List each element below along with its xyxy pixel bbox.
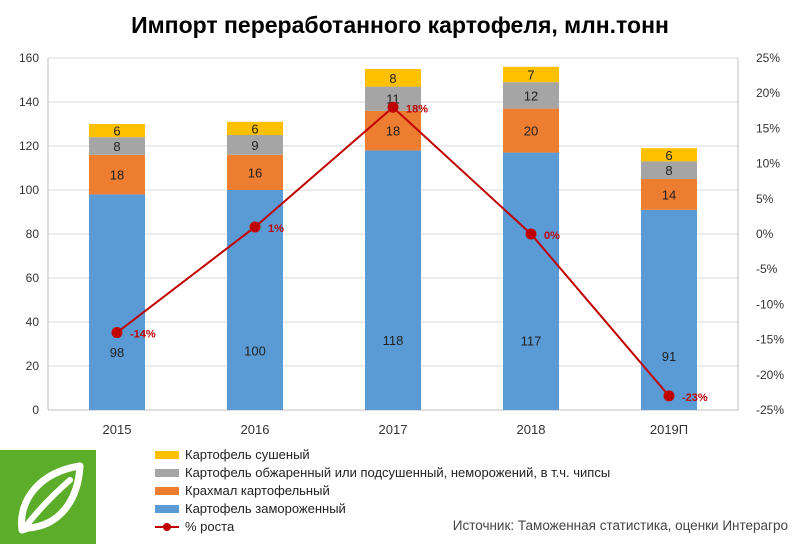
legend-item-chips: Картофель обжаренный или подсушенный, не… bbox=[155, 464, 610, 482]
leaf-icon bbox=[0, 450, 96, 544]
legend-label-growth: % роста bbox=[185, 519, 235, 534]
y2-tick-label: 5% bbox=[756, 192, 774, 206]
bar-dried bbox=[89, 124, 145, 138]
bar-value-label: 7 bbox=[527, 68, 534, 83]
bar-value-label: 8 bbox=[665, 163, 672, 178]
y2-tick-label: 15% bbox=[756, 121, 780, 135]
bar-starch bbox=[641, 179, 697, 210]
x-tick-label: 2016 bbox=[241, 422, 270, 437]
y-tick-label: 0 bbox=[32, 403, 39, 417]
bar-dried bbox=[365, 69, 421, 87]
bar-chips bbox=[89, 137, 145, 155]
bar-frozen bbox=[365, 150, 421, 410]
legend-label-chips: Картофель обжаренный или подсушенный, не… bbox=[185, 465, 611, 480]
growth-label: 18% bbox=[406, 103, 428, 115]
bar-value-label: 6 bbox=[113, 124, 120, 139]
bar-value-label: 118 bbox=[383, 333, 404, 348]
bar-value-label: 91 bbox=[662, 349, 676, 364]
growth-point bbox=[525, 228, 537, 240]
legend-swatch-chips bbox=[155, 469, 179, 477]
bar-value-label: 8 bbox=[113, 139, 120, 154]
bar-value-label: 6 bbox=[251, 121, 258, 136]
bar-chips bbox=[227, 135, 283, 155]
legend-swatch-dried bbox=[155, 451, 179, 459]
bar-value-label: 12 bbox=[524, 88, 538, 103]
y-tick-label: 140 bbox=[19, 95, 39, 109]
bar-value-label: 6 bbox=[665, 148, 672, 163]
x-tick-label: 2019П bbox=[650, 422, 688, 437]
bar-value-label: 8 bbox=[389, 71, 396, 86]
bar-value-label: 117 bbox=[521, 334, 542, 349]
bar-chips bbox=[641, 161, 697, 179]
bar-value-label: 16 bbox=[248, 165, 262, 180]
y2-tick-label: 10% bbox=[756, 157, 780, 171]
x-tick-label: 2015 bbox=[103, 422, 132, 437]
growth-point bbox=[663, 390, 675, 402]
bar-value-label: 14 bbox=[662, 187, 676, 202]
bar-starch bbox=[227, 154, 283, 190]
legend-item-growth: % роста bbox=[155, 518, 610, 536]
y-tick-label: 20 bbox=[26, 359, 40, 373]
legend-item-frozen: Картофель замороженный bbox=[155, 500, 610, 518]
bar-value-label: 9 bbox=[251, 138, 258, 153]
bar-starch bbox=[365, 110, 421, 151]
x-tick-label: 2017 bbox=[379, 422, 408, 437]
bar-frozen bbox=[641, 209, 697, 410]
chart-area: 0 20 40 60 80 100 120 140 160 -25% -20% -15% -10% -5%… bbox=[19, 51, 784, 437]
growth-point bbox=[249, 221, 261, 233]
bar-frozen bbox=[503, 152, 559, 410]
growth-label: -23% bbox=[682, 392, 708, 404]
y2-tick-label: -15% bbox=[756, 333, 784, 347]
chart-title: Импорт переработанного картофеля, млн.то… bbox=[131, 12, 669, 38]
legend-swatch-starch bbox=[155, 487, 179, 495]
x-tick-label: 2018 bbox=[517, 422, 546, 437]
bar-value-label: 100 bbox=[244, 344, 266, 359]
legend-item-starch: Крахмал картофельный bbox=[155, 482, 610, 500]
bar-value-label: 20 bbox=[524, 124, 538, 139]
bar-frozen bbox=[89, 194, 145, 410]
legend: Картофель сушеный Картофель обжаренный и… bbox=[155, 446, 610, 536]
growth-label: 1% bbox=[268, 223, 284, 235]
y-tick-label: 80 bbox=[26, 227, 40, 241]
source-note: Источник: Таможенная статистика, оценки … bbox=[452, 518, 788, 533]
y-tick-label: 100 bbox=[19, 183, 39, 197]
y-tick-label: 40 bbox=[26, 315, 40, 329]
growth-label: -14% bbox=[130, 329, 156, 341]
y-tick-label: 60 bbox=[26, 271, 40, 285]
growth-point bbox=[387, 101, 399, 113]
bar-starch bbox=[503, 108, 559, 153]
bar-starch bbox=[89, 154, 145, 195]
legend-swatch-frozen bbox=[155, 505, 179, 513]
bar-dried bbox=[503, 66, 559, 83]
growth-point bbox=[111, 327, 123, 339]
y-tick-label: 120 bbox=[19, 139, 39, 153]
y2-tick-label: -25% bbox=[756, 403, 784, 417]
legend-label-frozen: Картофель замороженный bbox=[185, 501, 346, 516]
bar-dried bbox=[227, 121, 283, 135]
y2-tick-label: -5% bbox=[756, 262, 778, 276]
y2-tick-label: 20% bbox=[756, 86, 780, 100]
bar-value-label: 18 bbox=[386, 124, 400, 139]
legend-label-dried: Картофель сушеный bbox=[185, 447, 310, 462]
y-tick-label: 160 bbox=[19, 51, 39, 65]
bar-dried bbox=[641, 148, 697, 162]
bar-value-label: 98 bbox=[110, 345, 124, 360]
bar-chips bbox=[503, 82, 559, 109]
y2-tick-label: 25% bbox=[756, 51, 780, 65]
y2-tick-label: -10% bbox=[756, 297, 784, 311]
legend-swatch-growth bbox=[155, 523, 179, 531]
growth-label: 0% bbox=[544, 230, 560, 242]
y2-tick-label: 0% bbox=[756, 227, 774, 241]
bar-value-label: 18 bbox=[110, 168, 124, 183]
y2-tick-label: -20% bbox=[756, 368, 784, 382]
legend-item-dried: Картофель сушеный bbox=[155, 446, 610, 464]
legend-label-starch: Крахмал картофельный bbox=[185, 483, 330, 498]
